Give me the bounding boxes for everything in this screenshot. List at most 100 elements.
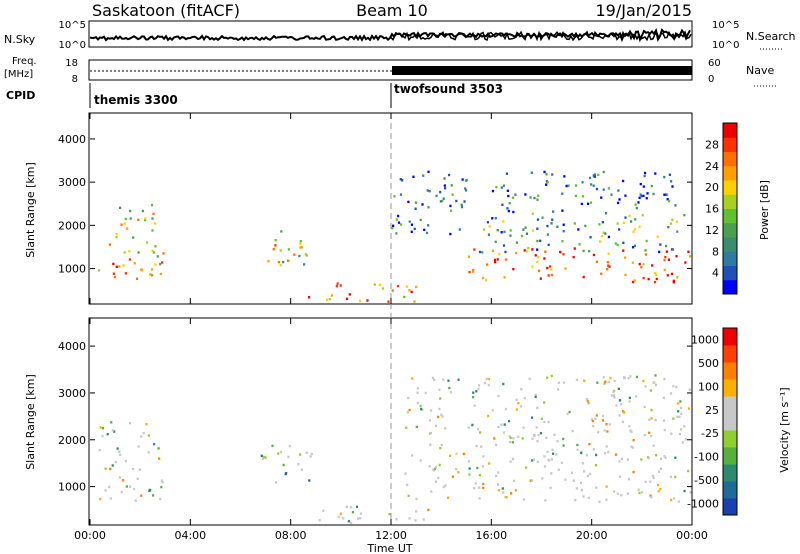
- range-cell: [669, 222, 673, 225]
- colorbar-tick-label: 4: [712, 267, 719, 280]
- range-cell: [128, 249, 131, 253]
- range-cell: [282, 463, 285, 467]
- range-cell: [633, 244, 637, 247]
- range-cell: [521, 437, 524, 440]
- range-cell: [307, 296, 311, 299]
- range-cell: [665, 250, 668, 253]
- range-cell: [408, 408, 411, 412]
- range-cell: [624, 273, 627, 277]
- range-cell: [534, 393, 537, 396]
- range-cell: [415, 510, 418, 513]
- y-tick-label: 1000: [58, 481, 86, 494]
- range-cell: [142, 431, 145, 435]
- range-cell: [588, 443, 591, 446]
- range-cell: [550, 458, 553, 461]
- range-cell: [508, 435, 511, 438]
- range-cell: [515, 241, 518, 244]
- x-tick-label: 00:00: [676, 529, 708, 542]
- range-cell: [687, 407, 691, 410]
- range-cell: [622, 411, 626, 414]
- range-cell: [531, 248, 534, 251]
- range-cell: [620, 493, 623, 497]
- range-cell: [667, 225, 670, 229]
- range-cell: [126, 227, 129, 230]
- range-cell: [664, 244, 668, 248]
- range-cell: [279, 450, 283, 454]
- range-cell: [525, 250, 529, 253]
- range-cell: [477, 384, 481, 387]
- range-cell: [147, 434, 150, 437]
- range-cell: [472, 391, 475, 394]
- range-cell: [642, 276, 645, 280]
- range-cell: [280, 230, 283, 233]
- range-cell: [436, 415, 440, 419]
- range-cell: [120, 223, 123, 226]
- range-cell: [598, 500, 601, 504]
- range-cell: [495, 443, 498, 447]
- colorbar-tick-label: 8: [712, 245, 719, 258]
- range-cell: [543, 170, 546, 174]
- range-cell: [497, 425, 500, 429]
- range-cell: [643, 171, 647, 175]
- range-cell: [531, 229, 534, 232]
- range-cell: [123, 251, 126, 254]
- colorbar-swatch: [723, 413, 737, 431]
- range-cell: [670, 432, 673, 435]
- range-cell: [639, 182, 642, 186]
- range-cell: [122, 479, 125, 482]
- range-cell: [659, 457, 663, 460]
- range-cell: [322, 509, 325, 512]
- range-cell: [520, 234, 524, 238]
- range-cell: [524, 226, 527, 229]
- range-cell: [577, 228, 580, 231]
- range-cell: [608, 423, 611, 426]
- colorbar-frame: [722, 122, 738, 295]
- colorbar-tick-label: 16: [705, 203, 719, 216]
- range-cell: [678, 432, 682, 436]
- range-cell: [676, 415, 679, 418]
- range-cell: [652, 192, 655, 196]
- noise-search-trace: [390, 30, 692, 42]
- range-cell: [567, 184, 570, 187]
- range-cell: [637, 201, 640, 204]
- range-cell: [310, 452, 313, 456]
- range-cell: [442, 378, 445, 381]
- range-cell: [391, 224, 395, 228]
- range-cell: [395, 518, 398, 521]
- range-cell: [589, 183, 593, 186]
- range-cell: [562, 381, 566, 384]
- range-cell: [614, 453, 618, 456]
- range-cell: [629, 220, 633, 223]
- range-cell: [493, 258, 497, 262]
- colorbar-swatch: [723, 464, 737, 482]
- range-cell: [589, 472, 592, 476]
- range-cell: [299, 246, 302, 249]
- range-cell: [671, 185, 674, 188]
- cpid-label: CPID: [6, 89, 35, 102]
- range-cell: [672, 385, 675, 388]
- range-cell: [531, 212, 534, 215]
- range-cell: [486, 263, 489, 266]
- range-cell: [455, 467, 458, 471]
- range-cell: [151, 217, 154, 220]
- range-cell: [670, 272, 674, 276]
- range-cell: [620, 457, 624, 461]
- range-cell: [156, 255, 159, 258]
- range-cell: [475, 390, 478, 393]
- colorbar-swatch: [723, 251, 737, 266]
- range-cell: [279, 249, 282, 252]
- range-cell: [597, 430, 600, 434]
- colorbar-tick-label: 100: [698, 380, 719, 393]
- range-cell: [601, 414, 605, 418]
- range-cell: [110, 421, 113, 424]
- range-cell: [498, 252, 501, 256]
- range-cell: [509, 229, 512, 232]
- range-cell: [125, 485, 128, 488]
- range-cell: [132, 236, 135, 239]
- range-cell: [551, 173, 554, 176]
- range-cell: [451, 475, 454, 478]
- range-cell: [438, 388, 441, 391]
- range-cell: [573, 222, 576, 225]
- range-cell: [559, 250, 562, 254]
- range-cell: [503, 230, 506, 234]
